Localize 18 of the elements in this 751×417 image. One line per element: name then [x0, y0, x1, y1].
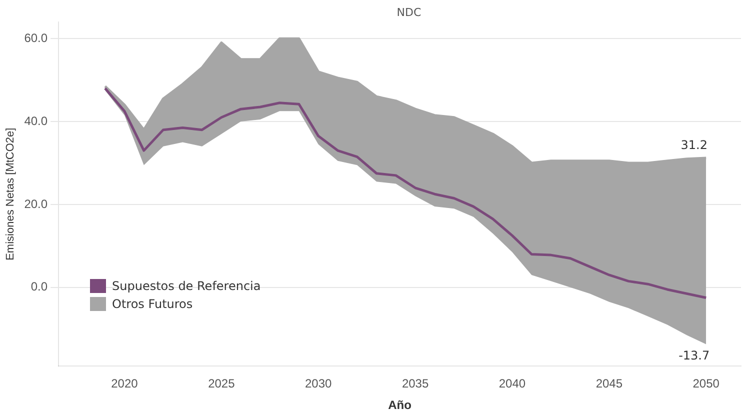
legend-label: Otros Futuros — [112, 297, 193, 311]
x-axis-title: Año — [388, 398, 412, 412]
x-tick-label: 2035 — [402, 376, 429, 391]
x-tick-label: 2025 — [208, 376, 236, 391]
x-tick-label: 2020 — [111, 376, 138, 391]
y-tick-label: 20.0 — [24, 196, 48, 211]
x-tick-label: 2050 — [692, 376, 720, 391]
x-tick-label: 2045 — [596, 376, 623, 391]
x-tick-label: 2030 — [305, 376, 332, 391]
x-tick-label: 2040 — [498, 376, 526, 391]
legend-label: Supuestos de Referencia — [112, 279, 261, 293]
annotation: -13.7 — [678, 348, 710, 362]
chart-title: NDC — [396, 6, 422, 19]
y-axis-title: Emisiones Netas [MtCO2e] — [4, 128, 17, 260]
y-tick-label: 60.0 — [24, 30, 48, 45]
y-tick-label: 0.0 — [30, 280, 48, 294]
annotation: 31.2 — [680, 138, 708, 152]
y-tick-label: 40.0 — [24, 114, 48, 128]
